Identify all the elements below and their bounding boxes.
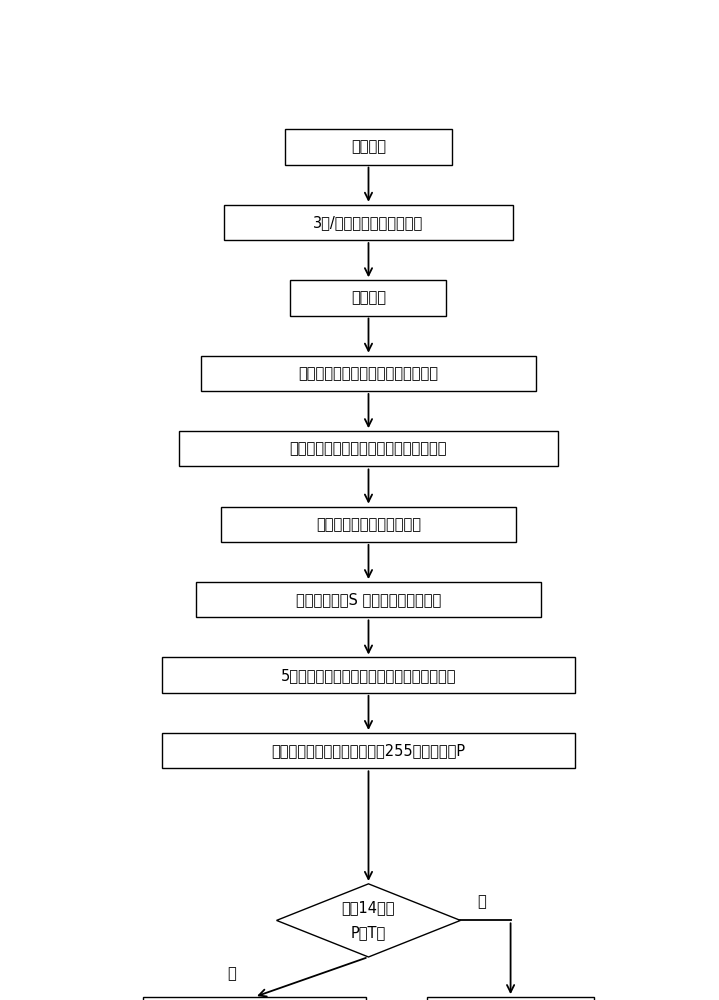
FancyBboxPatch shape	[201, 356, 536, 391]
FancyBboxPatch shape	[143, 997, 366, 1000]
FancyBboxPatch shape	[162, 733, 574, 768]
Text: 是: 是	[228, 966, 237, 981]
FancyBboxPatch shape	[224, 205, 513, 240]
Text: 3帧/秒的采样频率处理图像: 3帧/秒的采样频率处理图像	[313, 215, 423, 230]
Text: 将前景的二值图像轮廓从背景中分割出来: 将前景的二值图像轮廓从背景中分割出来	[290, 441, 447, 456]
Text: 5秒钟之内的后续帧与第一帧做图像减法运算: 5秒钟之内的后续帧与第一帧做图像减法运算	[280, 668, 457, 683]
FancyBboxPatch shape	[179, 431, 558, 466]
Text: 高斯滤波: 高斯滤波	[351, 290, 386, 305]
Text: 形态学开操作和闭操作去噪: 形态学开操作和闭操作去噪	[316, 517, 421, 532]
Text: 训练一个可定期更新的基本背景模型: 训练一个可定期更新的基本背景模型	[298, 366, 439, 381]
Text: 所有14帧的: 所有14帧的	[342, 901, 395, 916]
Text: 通过最小面积S 来排除非人体的噪声: 通过最小面积S 来排除非人体的噪声	[296, 592, 441, 607]
Polygon shape	[277, 884, 460, 957]
FancyBboxPatch shape	[221, 507, 516, 542]
Text: P＜T？: P＜T？	[351, 925, 386, 940]
FancyBboxPatch shape	[290, 280, 446, 316]
Text: 否: 否	[477, 894, 486, 909]
Text: 计算减法结果图像中灰度值为255的图像面积P: 计算减法结果图像中灰度值为255的图像面积P	[272, 743, 465, 758]
FancyBboxPatch shape	[196, 582, 541, 617]
FancyBboxPatch shape	[285, 129, 452, 165]
Text: 图像采集: 图像采集	[351, 139, 386, 154]
FancyBboxPatch shape	[162, 657, 574, 693]
FancyBboxPatch shape	[427, 997, 594, 1000]
